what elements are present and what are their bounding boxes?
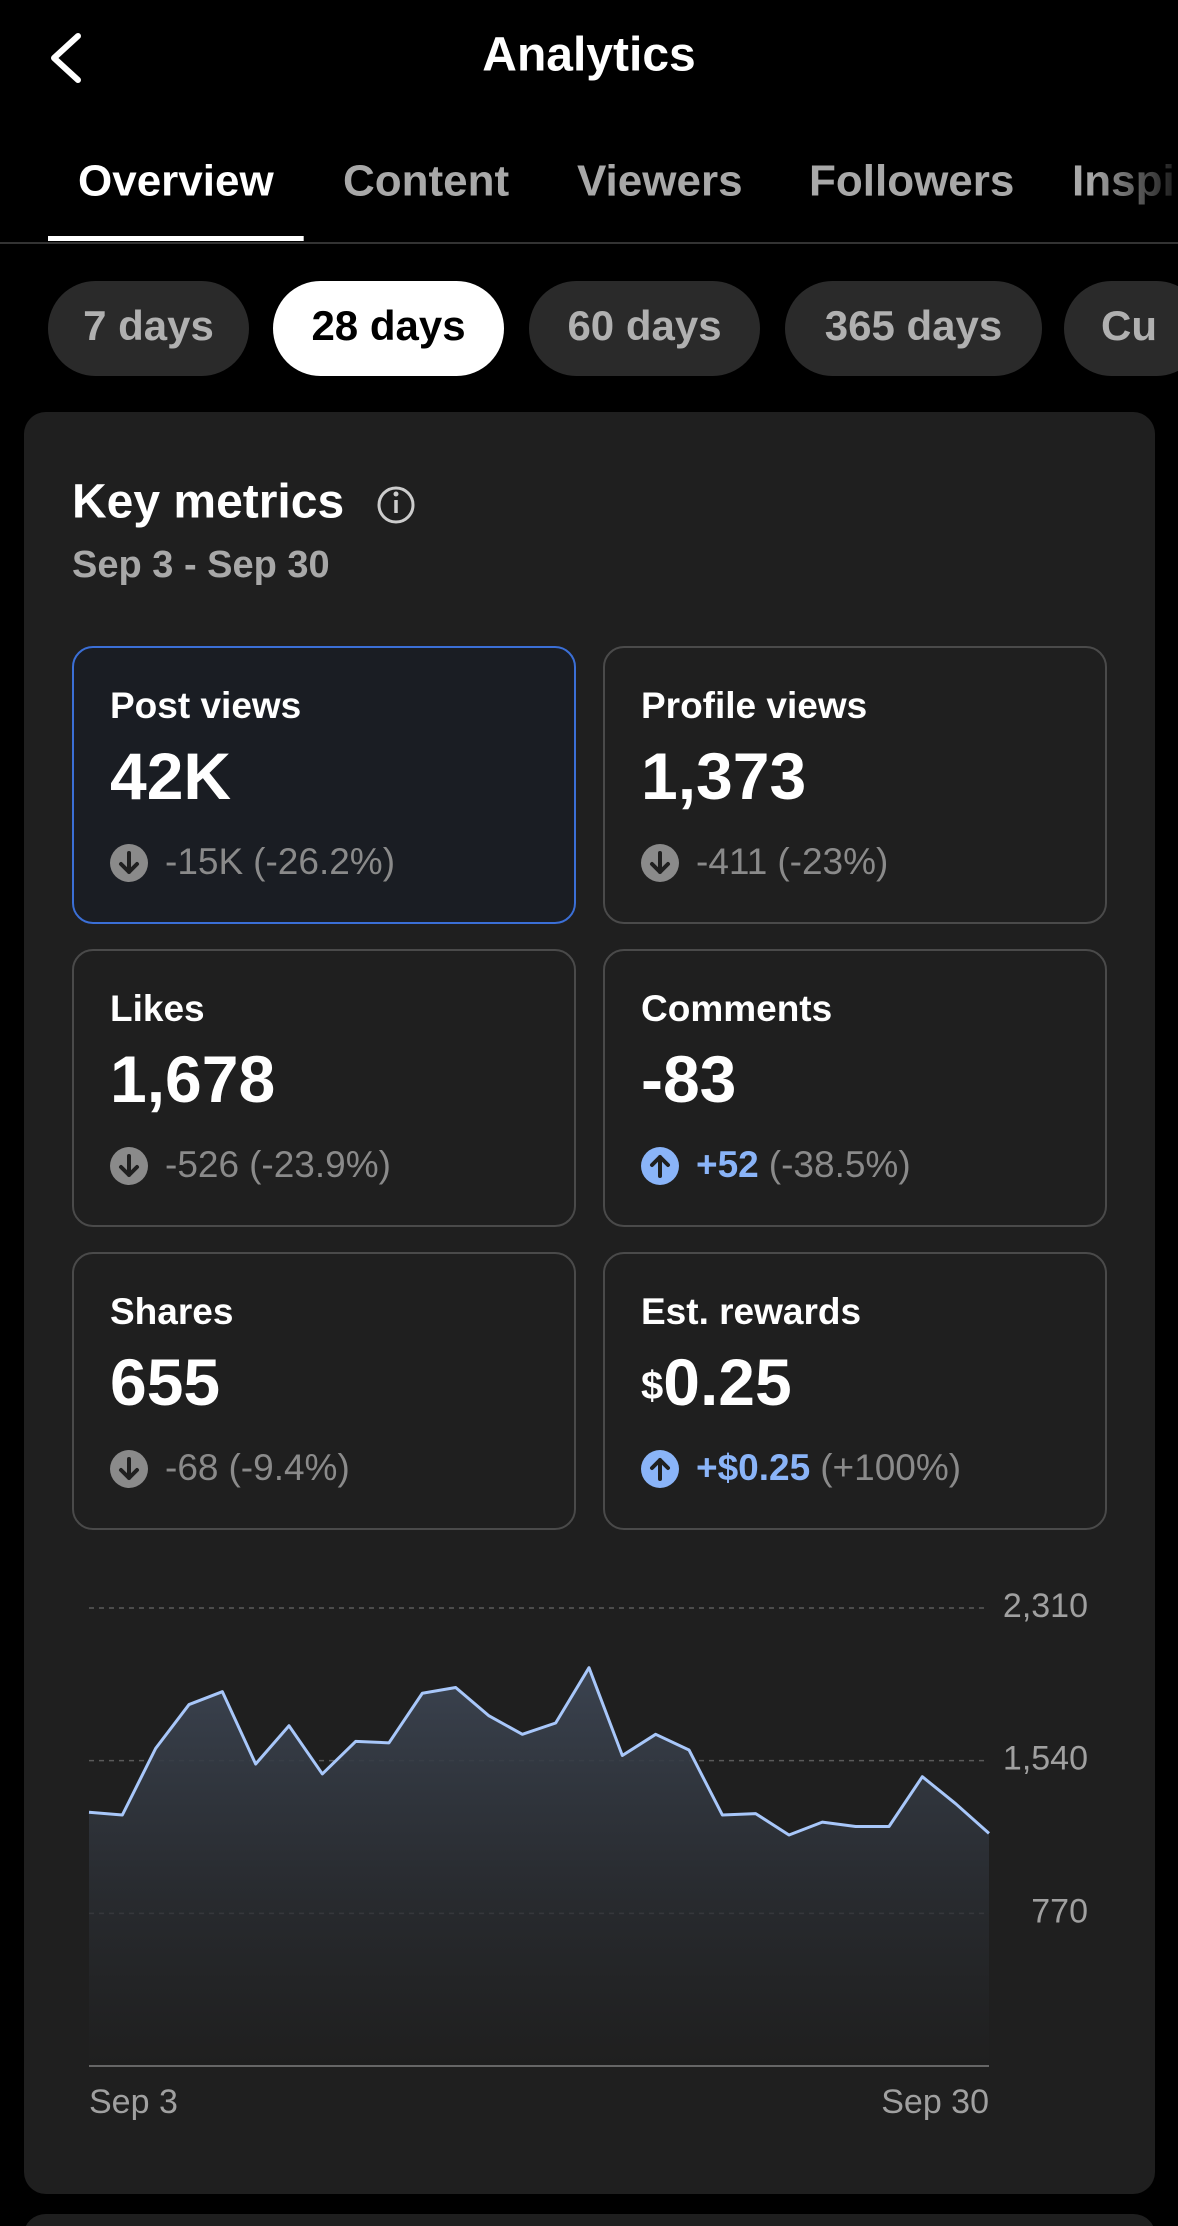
pill-label: 60 days: [567, 302, 721, 349]
pill-bg: [785, 281, 1042, 376]
range-pill[interactable]: 365 days: [785, 281, 1042, 376]
metric-grid: Post views 42K -15K (-26.2%) Profile views 1,…: [72, 646, 1107, 1530]
change: -411: [696, 841, 767, 882]
metric-label: Post views: [110, 685, 301, 726]
metric-change: +52 (-38.5%): [696, 1144, 911, 1185]
tile-border: [72, 646, 576, 924]
trend-arrow: [119, 1457, 139, 1480]
trend-arrow: [650, 851, 670, 874]
tile-border: [72, 1252, 576, 1530]
trend-arrow: [650, 1458, 670, 1481]
currency: $: [641, 1364, 663, 1408]
metric-value: 1,678: [110, 1042, 275, 1116]
pill-bg: [529, 281, 760, 376]
metric-value: 42K: [110, 739, 231, 813]
change: +$0.25: [696, 1447, 810, 1488]
next-card: [25, 2214, 1154, 2226]
line: [88, 1666, 990, 1837]
pill-label: 365 days: [825, 302, 1002, 349]
change: -68: [165, 1447, 218, 1488]
tab[interactable]: Viewers: [577, 157, 743, 206]
metric-tile[interactable]: Shares 655 -68 (-9.4%): [72, 1252, 576, 1530]
pill-bg: [1064, 281, 1178, 376]
range-pill[interactable]: 60 days: [529, 281, 760, 376]
metric-tile[interactable]: Post views 42K -15K (-26.2%): [72, 646, 576, 924]
pill-bg: [273, 281, 504, 376]
y-tick-label: 2,310: [1003, 1587, 1088, 1625]
tile-border: [603, 949, 1107, 1227]
metric-tile[interactable]: Comments -83 +52 (-38.5%): [603, 949, 1107, 1227]
metric-change: -411 (-23%): [696, 841, 888, 882]
metric-value: -83: [641, 1042, 736, 1116]
metric-tile[interactable]: Likes 1,678 -526 (-23.9%): [72, 949, 576, 1227]
metric-value: 655: [110, 1345, 220, 1419]
metric-change: -68 (-9.4%): [165, 1447, 350, 1488]
pill-label: Cu: [1101, 302, 1157, 349]
card-title: Key metrics: [72, 476, 344, 529]
metric-value: 1,373: [641, 739, 806, 813]
y-tick-label: 770: [1031, 1892, 1088, 1930]
value: -83: [641, 1042, 736, 1116]
metric-label: Likes: [110, 988, 205, 1029]
percent: (-26.2%): [253, 841, 395, 882]
range-pill[interactable]: Cu: [1064, 281, 1178, 376]
x-tick-label: Sep 3: [89, 2083, 178, 2121]
metric-change: -526 (-23.9%): [165, 1144, 391, 1185]
tile-border: [72, 949, 576, 1227]
percent: (+100%): [820, 1447, 961, 1488]
range-pill[interactable]: 7 days: [48, 281, 249, 376]
percent: (-23.9%): [249, 1144, 391, 1185]
tab[interactable]: Content: [343, 157, 510, 206]
value: 0.25: [663, 1345, 791, 1419]
y-tick-label: 1,540: [1003, 1740, 1088, 1778]
change: -526: [165, 1144, 239, 1185]
value: 655: [110, 1345, 220, 1419]
tile-border: [603, 1252, 1107, 1530]
trend-arrow: [119, 1154, 139, 1177]
date-range: Sep 3 - Sep 30: [72, 544, 330, 586]
tab[interactable]: Overview: [78, 157, 274, 206]
metric-change: +$0.25 (+100%): [696, 1447, 961, 1488]
value: 1,678: [110, 1042, 275, 1116]
back-button[interactable]: [51, 33, 81, 83]
percent: (-23%): [777, 841, 888, 882]
metric-tile[interactable]: Profile views 1,373 -411 (-23%): [603, 646, 1107, 924]
metric-change: -15K (-26.2%): [165, 841, 395, 882]
page-title: Analytics: [482, 29, 695, 82]
tab[interactable]: Followers: [809, 157, 1014, 206]
metric-label: Comments: [641, 988, 832, 1029]
range-pill[interactable]: 28 days: [273, 281, 504, 376]
tile-border: [603, 646, 1107, 924]
metric-label: Est. rewards: [641, 1291, 861, 1332]
tab-fade: [1090, 140, 1178, 235]
value: 42K: [110, 739, 231, 813]
value: 1,373: [641, 739, 806, 813]
metric-value: $0.25: [641, 1345, 792, 1419]
pill-bg: [48, 281, 249, 376]
metric-label: Profile views: [641, 685, 867, 726]
percent: (-9.4%): [228, 1447, 349, 1488]
area: [89, 1667, 989, 2066]
chart: 770 1,540 2,310 Sep 3 Sep 30: [88, 1587, 1088, 2121]
trend-arrow: [119, 851, 139, 874]
x-tick-label: Sep 30: [881, 2083, 989, 2121]
metric-tile[interactable]: Est. rewards $0.25 +$0.25 (+100%): [603, 1252, 1107, 1530]
metric-label: Shares: [110, 1291, 233, 1332]
tab-indicator: [48, 236, 304, 241]
change: +52: [696, 1144, 759, 1185]
percent: (-38.5%): [769, 1144, 911, 1185]
change: -15K: [165, 841, 243, 882]
trend-arrow: [650, 1155, 670, 1178]
info-icon[interactable]: [377, 486, 415, 524]
pill-label: 7 days: [83, 302, 214, 349]
range-pills: 7 days 28 days 60 days 365 days Cu: [48, 281, 1178, 376]
pill-label: 28 days: [311, 302, 465, 349]
